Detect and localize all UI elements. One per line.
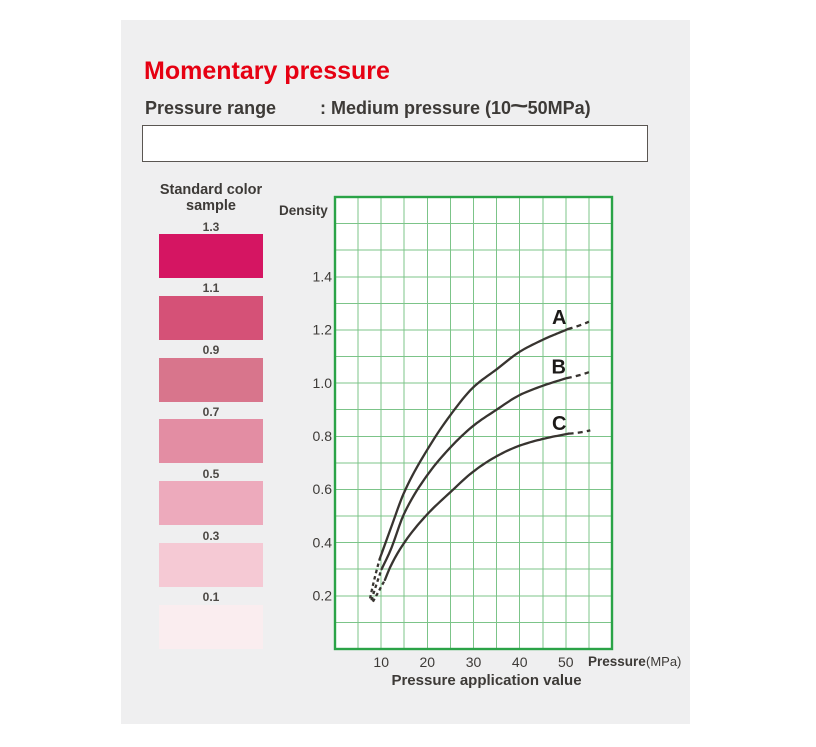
svg-text:B: B (552, 357, 566, 379)
svg-text:50: 50 (558, 654, 574, 670)
svg-text:1.2: 1.2 (313, 322, 333, 338)
svg-text:C: C (552, 413, 566, 435)
svg-text:Pressure: Pressure (588, 654, 646, 669)
svg-text:0.6: 0.6 (313, 481, 333, 497)
svg-text:1.0: 1.0 (313, 375, 333, 391)
svg-text:0.8: 0.8 (313, 428, 333, 444)
svg-text:(MPa): (MPa) (646, 654, 681, 669)
svg-text:20: 20 (420, 654, 436, 670)
svg-text:A: A (552, 307, 566, 329)
svg-text:40: 40 (512, 654, 528, 670)
svg-text:10: 10 (373, 654, 389, 670)
svg-text:0.2: 0.2 (313, 588, 333, 604)
svg-text:1.4: 1.4 (313, 269, 333, 285)
svg-text:0.4: 0.4 (313, 534, 333, 550)
svg-text:30: 30 (466, 654, 482, 670)
